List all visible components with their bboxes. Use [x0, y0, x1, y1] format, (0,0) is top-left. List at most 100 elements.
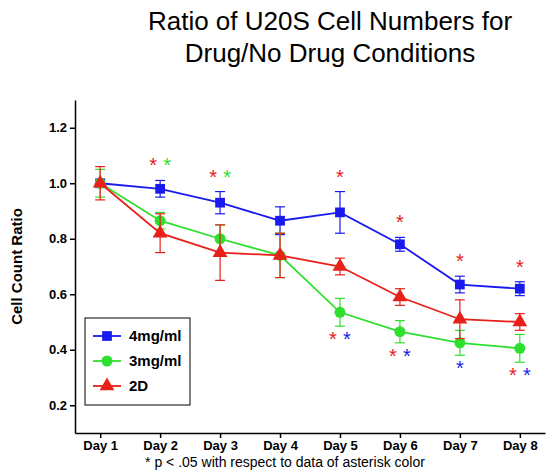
point — [155, 184, 165, 194]
error-bar — [215, 192, 225, 214]
error-bar-cap — [455, 355, 465, 356]
error-bar-cap — [395, 320, 405, 321]
legend: 4mg/ml 3mg/ml 2D — [85, 318, 190, 405]
point — [215, 198, 225, 208]
point — [393, 288, 408, 301]
error-bar — [515, 334, 525, 362]
title: Ratio of U20S Cell Numbers forDrug/No Dr… — [148, 6, 512, 68]
error-bar-cap — [155, 252, 165, 253]
series — [95, 169, 526, 362]
point — [515, 284, 525, 294]
legend-label: 2D — [129, 377, 148, 394]
error-bar-cap — [455, 299, 465, 300]
y-tick: 0.4 — [49, 342, 75, 357]
legend-box — [85, 318, 190, 405]
point — [275, 216, 285, 226]
significance-asterisk: * — [456, 357, 464, 379]
y-tick: 0.8 — [49, 231, 75, 246]
error-bar-cap — [395, 237, 405, 238]
x-tick-label: Day 2 — [143, 438, 178, 453]
error-bar-cap — [155, 213, 165, 214]
significance-asterisk: * — [403, 345, 411, 367]
error-bar-cap — [275, 233, 285, 234]
title-line: Drug/No Drug Conditions — [185, 38, 475, 68]
error-bar-cap — [335, 274, 345, 275]
error-bar-cap — [335, 326, 345, 327]
legend-label: 4mg/ml — [129, 327, 182, 344]
error-bar — [455, 276, 465, 293]
error-bar-cap — [515, 334, 525, 335]
x-tick-label: Day 3 — [203, 438, 238, 453]
significance-asterisk: * — [456, 250, 464, 272]
error-bar-cap — [95, 199, 105, 200]
significance-asterisk: * — [149, 154, 157, 176]
point — [213, 244, 228, 257]
error-bar — [395, 237, 405, 251]
y-tick-mark — [70, 183, 75, 185]
y-tick-label: 1.2 — [49, 120, 67, 135]
y-tick: 0.6 — [49, 287, 75, 302]
point — [395, 239, 405, 249]
point — [93, 175, 108, 188]
x-tick: Day 2 — [143, 433, 178, 453]
y-tick-mark — [70, 405, 75, 407]
series — [95, 178, 525, 295]
series — [93, 167, 527, 339]
y-tick-mark — [70, 294, 75, 296]
x-tick: Day 4 — [263, 433, 298, 453]
error-bar-cap — [275, 233, 285, 234]
error-bar-cap — [275, 277, 285, 278]
plot-area — [93, 167, 527, 363]
error-bar-cap — [335, 298, 345, 299]
series-line — [100, 183, 520, 288]
error-bar-cap — [515, 330, 525, 331]
significance-markers: *************** — [149, 154, 531, 386]
error-bar — [155, 180, 165, 197]
legend-label: 3mg/ml — [129, 352, 182, 369]
x-tick: Day 5 — [323, 433, 358, 453]
significance-asterisk: * — [209, 166, 217, 188]
x-tick: Day 6 — [383, 433, 418, 453]
point — [512, 313, 527, 326]
error-bar-cap — [275, 277, 285, 278]
chart: Ratio of U20S Cell Numbers forDrug/No Dr… — [0, 0, 559, 473]
y-tick: 1.2 — [49, 120, 75, 135]
point — [334, 307, 345, 318]
error-bar-cap — [155, 180, 165, 181]
error-bar-cap — [215, 280, 225, 281]
y-tick-label: 0.2 — [49, 398, 67, 413]
point — [333, 258, 348, 271]
legend-marker — [102, 331, 112, 341]
point — [394, 326, 405, 337]
error-bar-cap — [515, 281, 525, 282]
legend-marker — [102, 356, 113, 367]
error-bar-cap — [95, 166, 105, 167]
x-tick: Day 3 — [203, 433, 238, 453]
significance-asterisk: * — [396, 211, 404, 233]
error-bar-cap — [215, 224, 225, 225]
x-axis-line — [76, 433, 546, 435]
legend-marker — [100, 377, 115, 390]
error-bar-cap — [515, 295, 525, 296]
point — [455, 280, 465, 290]
point — [273, 247, 288, 260]
error-bar-cap — [395, 305, 405, 306]
significance-asterisk: * — [523, 364, 531, 386]
error-bar — [335, 298, 345, 326]
y-axis-title: Cell Count Ratio — [8, 208, 25, 325]
significance-asterisk: * — [389, 345, 397, 367]
x-tick: Day 1 — [83, 433, 118, 453]
x-tick-label: Day 5 — [323, 438, 358, 453]
error-bar-cap — [335, 191, 345, 192]
y-tick: 1.0 — [49, 176, 75, 191]
y-tick: 0.2 — [49, 398, 75, 413]
error-bar — [515, 282, 525, 296]
x-tick-label: Day 8 — [503, 438, 538, 453]
y-tick-mark — [70, 350, 75, 352]
error-bar-cap — [455, 292, 465, 293]
error-bar-cap — [215, 191, 225, 192]
error-bar-cap — [215, 224, 225, 225]
error-bar — [395, 321, 405, 343]
significance-asterisk: * — [509, 364, 517, 386]
point — [452, 311, 467, 324]
